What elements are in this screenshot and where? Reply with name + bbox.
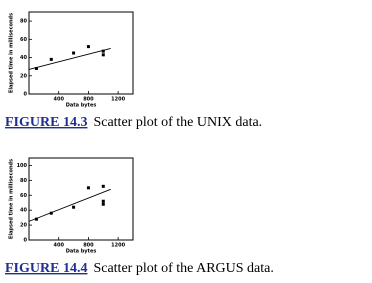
plot-frame (28, 157, 134, 241)
figure-caption: Scatter plot of the ARGUS data. (93, 261, 273, 276)
data-point (101, 49, 105, 53)
figure-label: FIGURE 14.4 (5, 261, 87, 276)
data-point (101, 202, 105, 206)
y-tick-label: 60 (20, 37, 27, 43)
y-axis-label: Elapsed time in milliseconds (9, 159, 15, 239)
data-point (101, 53, 105, 57)
y-tick-label: 80 (20, 178, 27, 184)
y-tick-label: 80 (20, 19, 27, 25)
x-tick-label: 800 (83, 243, 94, 249)
y-tick-label: 60 (20, 193, 27, 199)
x-tick-label: 800 (83, 97, 94, 103)
x-axis-label: Data bytes (66, 249, 97, 255)
trend-line (28, 188, 111, 222)
data-point (72, 51, 76, 55)
plot-frame (28, 11, 134, 95)
data-point (49, 57, 53, 61)
y-tick-label: 40 (20, 208, 27, 214)
y-tick-label: 0 (24, 92, 28, 98)
x-tick-label: 400 (53, 243, 64, 249)
y-tick-label: 100 (17, 163, 28, 169)
y-tick-label: 40 (20, 55, 27, 61)
data-point (34, 217, 38, 221)
data-point (101, 199, 105, 203)
data-point (86, 45, 90, 49)
x-tick-label: 400 (53, 97, 64, 103)
y-tick-label: 20 (20, 73, 27, 79)
y-axis-label: Elapsed time in milliseconds (9, 13, 15, 93)
y-tick-label: 20 (20, 223, 27, 229)
data-point (34, 66, 38, 70)
data-point (49, 211, 53, 215)
data-point (101, 184, 105, 188)
x-tick-label: 1200 (111, 243, 125, 249)
data-point (86, 186, 90, 190)
x-tick-label: 1200 (111, 97, 125, 103)
data-point (72, 205, 76, 209)
figure-label: FIGURE 14.3 (5, 115, 87, 130)
y-tick-label: 0 (24, 238, 28, 244)
x-axis-label: Data bytes (66, 103, 97, 109)
trend-line (28, 48, 111, 70)
figure-caption: Scatter plot of the UNIX data. (93, 115, 262, 130)
